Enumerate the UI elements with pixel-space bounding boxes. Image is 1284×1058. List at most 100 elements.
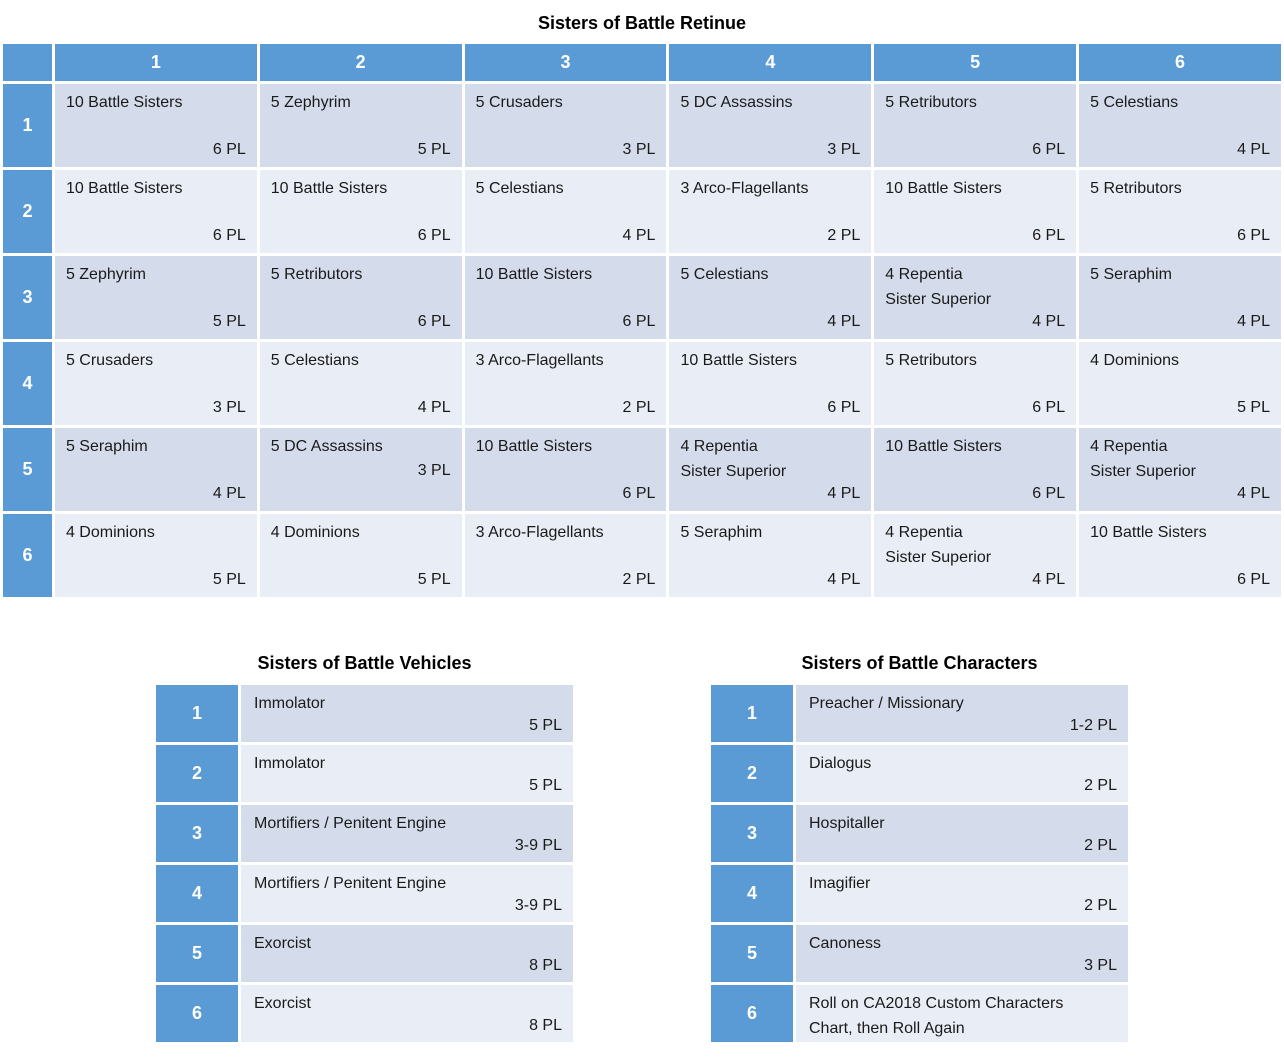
vehicles-row-number-5: 5 bbox=[156, 925, 238, 982]
unit-name: 5 Seraphim bbox=[680, 524, 763, 541]
unit-name: 10 Battle Sisters bbox=[475, 438, 593, 455]
unit-pl: 8 PL bbox=[529, 957, 562, 974]
retinue-cell-5-2: 5 DC Assassins 3 PL bbox=[259, 428, 462, 511]
unit-name: 5 Retributors bbox=[885, 94, 977, 111]
unit-pl: 2 PL bbox=[1084, 777, 1117, 794]
retinue-cell-6-2: 4 Dominions 5 PL bbox=[259, 514, 462, 597]
unit-name: 4 Dominions bbox=[270, 524, 360, 541]
unit-pl: 6 PL bbox=[212, 141, 246, 158]
unit-pl: 4 PL bbox=[622, 227, 656, 244]
unit-name: 5 Celestians bbox=[475, 180, 564, 197]
unit-name: 3 Arco-Flagellants bbox=[475, 524, 604, 541]
unit-pl: 2 PL bbox=[827, 227, 861, 244]
vehicles-cell-3: Mortifiers / Penitent Engine 3-9 PL bbox=[241, 805, 573, 862]
retinue-cell-6-1: 4 Dominions 5 PL bbox=[54, 514, 257, 597]
unit-pl: 8 PL bbox=[529, 1017, 562, 1034]
unit-pl: 4 PL bbox=[1237, 485, 1270, 502]
retinue-cell-6-6: 10 Battle Sisters 6 PL bbox=[1079, 514, 1281, 597]
unit-name: 5 Seraphim bbox=[65, 438, 148, 455]
retinue-cell-1-3: 5 Crusaders 3 PL bbox=[464, 84, 667, 167]
unit-pl: 5 PL bbox=[212, 571, 246, 588]
unit-name: Mortifiers / Penitent Engine bbox=[254, 815, 447, 832]
unit-name: Canoness bbox=[809, 935, 882, 952]
vehicles-row-number-2: 2 bbox=[156, 745, 238, 802]
unit-pl: 3 PL bbox=[622, 141, 656, 158]
unit-name: 5 Seraphim bbox=[1090, 266, 1172, 283]
retinue-cell-1-2: 5 Zephyrim 5 PL bbox=[259, 84, 462, 167]
col-header-2: 2 bbox=[259, 44, 462, 81]
retinue-cell-6-4: 5 Seraphim 4 PL bbox=[669, 514, 872, 597]
unit-name: 5 Retributors bbox=[1090, 180, 1182, 197]
vehicles-cell-6: Exorcist 8 PL bbox=[241, 985, 573, 1042]
unit-pl: 3 PL bbox=[827, 141, 861, 158]
unit-name: 10 Battle Sisters bbox=[65, 180, 183, 197]
corner-cell bbox=[3, 44, 52, 81]
unit-name: 10 Battle Sisters bbox=[1090, 524, 1207, 541]
unit-pl: 4 PL bbox=[827, 485, 861, 502]
unit-pl: 5 PL bbox=[1237, 399, 1270, 416]
unit-pl: 3 PL bbox=[1084, 957, 1117, 974]
retinue-cell-2-4: 3 Arco-Flagellants 2 PL bbox=[669, 170, 872, 253]
vehicles-row-number-4: 4 bbox=[156, 865, 238, 922]
unit-name: 4 Dominions bbox=[65, 524, 155, 541]
unit-name: 4 Repentia Sister Superior bbox=[885, 524, 992, 566]
retinue-cell-3-5: 4 Repentia Sister Superior 4 PL bbox=[874, 256, 1077, 339]
col-header-5: 5 bbox=[874, 44, 1077, 81]
retinue-cell-1-5: 5 Retributors 6 PL bbox=[874, 84, 1077, 167]
retinue-cell-3-2: 5 Retributors 6 PL bbox=[259, 256, 462, 339]
unit-name: Immolator bbox=[254, 755, 326, 772]
row-header-4: 4 bbox=[3, 342, 52, 425]
unit-pl: 5 PL bbox=[417, 141, 451, 158]
unit-pl: 4 PL bbox=[1237, 141, 1270, 158]
characters-row-number-4: 4 bbox=[711, 865, 793, 922]
row-header-1: 1 bbox=[3, 84, 52, 167]
unit-name: 5 Retributors bbox=[270, 266, 363, 283]
retinue-cell-2-6: 5 Retributors 6 PL bbox=[1079, 170, 1281, 253]
unit-pl: 6 PL bbox=[1032, 485, 1066, 502]
vehicles-cell-2: Immolator 5 PL bbox=[241, 745, 573, 802]
unit-name: Preacher / Missionary bbox=[809, 695, 964, 712]
unit-pl: 6 PL bbox=[1237, 227, 1270, 244]
characters-table: 1 Preacher / Missionary 1-2 PL 2 Dialogus… bbox=[708, 682, 1131, 1045]
unit-pl: 6 PL bbox=[1032, 399, 1066, 416]
row-header-2: 2 bbox=[3, 170, 52, 253]
unit-name: 5 Crusaders bbox=[475, 94, 563, 111]
unit-pl: 6 PL bbox=[622, 485, 656, 502]
characters-cell-5: Canoness 3 PL bbox=[796, 925, 1128, 982]
unit-pl: 3-9 PL bbox=[514, 897, 562, 914]
unit-pl: 1-2 PL bbox=[1069, 717, 1117, 734]
col-header-6: 6 bbox=[1079, 44, 1281, 81]
retinue-cell-2-2: 10 Battle Sisters 6 PL bbox=[259, 170, 462, 253]
unit-pl: 4 PL bbox=[1032, 571, 1066, 588]
retinue-cell-3-1: 5 Zephyrim 5 PL bbox=[54, 256, 257, 339]
characters-row-number-3: 3 bbox=[711, 805, 793, 862]
retinue-cell-6-3: 3 Arco-Flagellants 2 PL bbox=[464, 514, 667, 597]
characters-table-title: Sisters of Battle Characters bbox=[801, 653, 1038, 673]
retinue-cell-2-5: 10 Battle Sisters 6 PL bbox=[874, 170, 1077, 253]
retinue-cell-5-4: 4 Repentia Sister Superior 4 PL bbox=[669, 428, 872, 511]
vehicles-row-number-6: 6 bbox=[156, 985, 238, 1042]
retinue-cell-4-3: 3 Arco-Flagellants 2 PL bbox=[464, 342, 667, 425]
unit-name: 10 Battle Sisters bbox=[475, 266, 593, 283]
unit-name: 5 Zephyrim bbox=[65, 266, 146, 283]
unit-name: Hospitaller bbox=[809, 815, 885, 832]
vehicles-table-title: Sisters of Battle Vehicles bbox=[257, 653, 472, 673]
unit-name: Immolator bbox=[254, 695, 326, 712]
unit-pl: 5 PL bbox=[529, 777, 562, 794]
retinue-cell-4-1: 5 Crusaders 3 PL bbox=[54, 342, 257, 425]
unit-pl: 2 PL bbox=[622, 399, 656, 416]
unit-pl: 5 PL bbox=[417, 571, 451, 588]
retinue-cell-5-5: 10 Battle Sisters 6 PL bbox=[874, 428, 1077, 511]
unit-name: 3 Arco-Flagellants bbox=[680, 180, 809, 197]
characters-row-number-6: 6 bbox=[711, 985, 793, 1042]
unit-pl: 4 PL bbox=[417, 399, 451, 416]
col-header-4: 4 bbox=[669, 44, 872, 81]
row-header-5: 5 bbox=[3, 428, 52, 511]
characters-row-number-2: 2 bbox=[711, 745, 793, 802]
unit-name: Exorcist bbox=[254, 935, 311, 952]
unit-name: 10 Battle Sisters bbox=[65, 94, 183, 111]
vehicles-row-number-1: 1 bbox=[156, 685, 238, 742]
unit-name: 5 Crusaders bbox=[65, 352, 154, 369]
vehicles-row-number-3: 3 bbox=[156, 805, 238, 862]
